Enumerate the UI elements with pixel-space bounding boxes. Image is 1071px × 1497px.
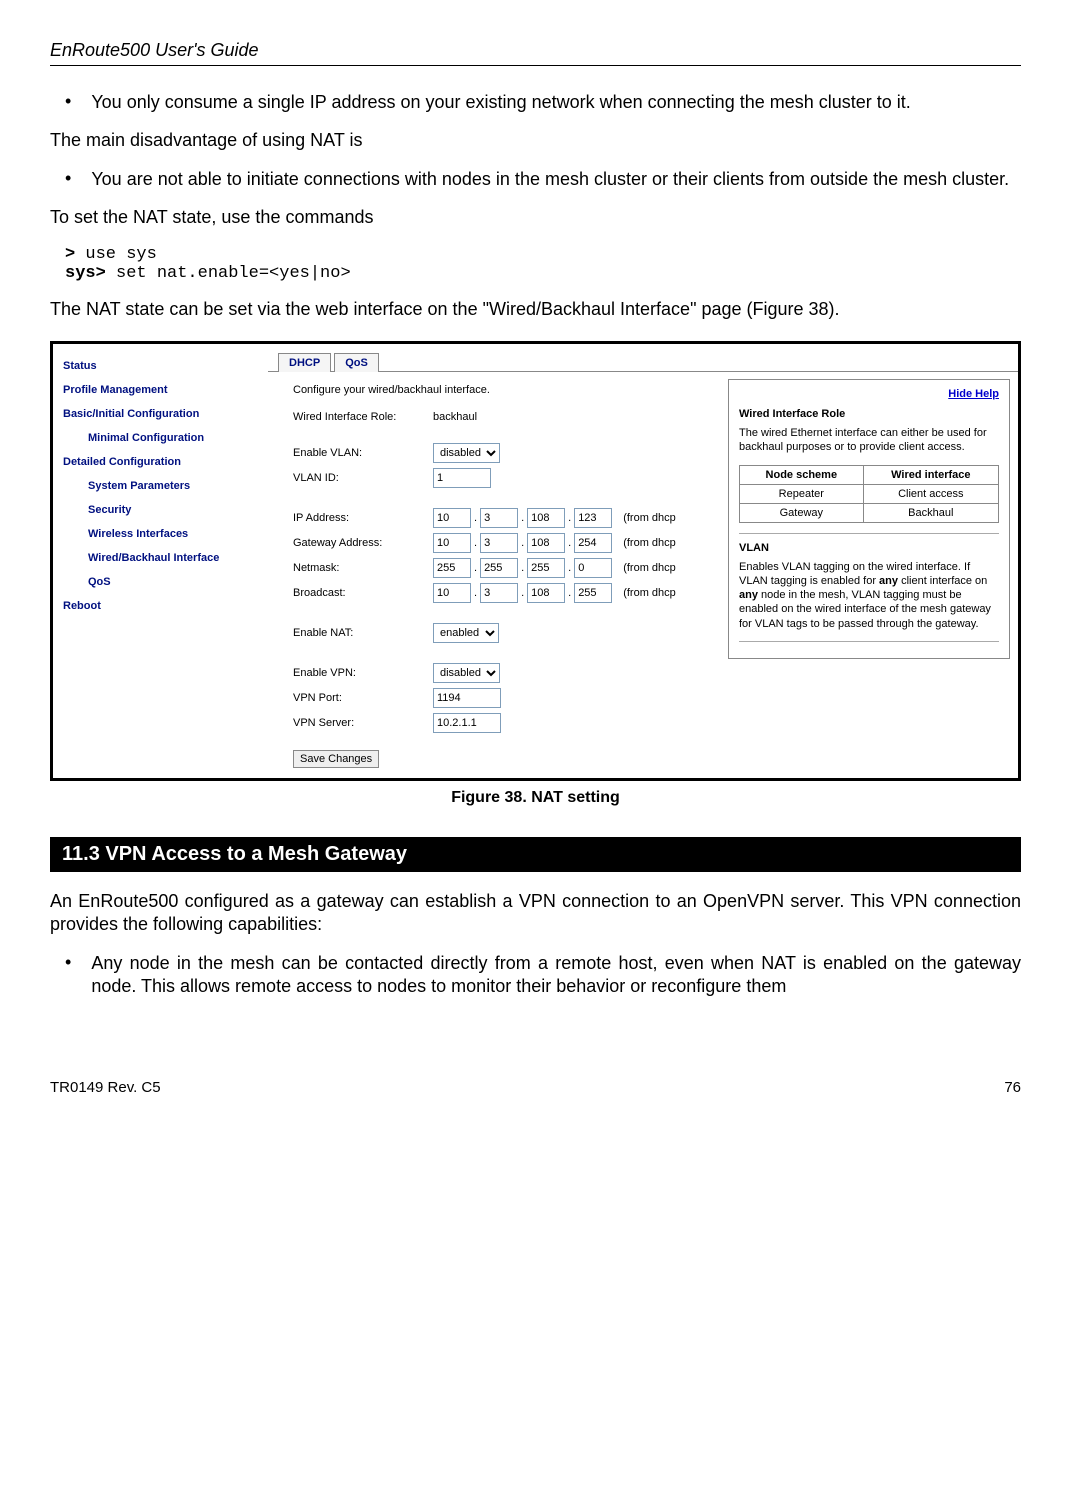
vlan-label: Enable VLAN: <box>293 447 433 459</box>
nm-octet-3[interactable] <box>527 558 565 578</box>
cmd-prompt: sys> <box>65 264 106 283</box>
nm-octet-4[interactable] <box>574 558 612 578</box>
figure-caption: Figure 38. NAT setting <box>50 789 1021 807</box>
tab-qos[interactable]: QoS <box>334 353 379 372</box>
help-th: Node scheme <box>740 465 864 484</box>
nm-label: Netmask: <box>293 562 433 574</box>
bullet-text: You only consume a single IP address on … <box>91 91 910 114</box>
cmd-text: use sys <box>75 245 157 264</box>
help-divider <box>739 533 999 534</box>
gw-octet-1[interactable] <box>433 533 471 553</box>
help-table: Node schemeWired interface RepeaterClien… <box>739 465 999 523</box>
bullet-mark: • <box>65 952 71 999</box>
sidebar-item-reboot[interactable]: Reboot <box>53 594 268 618</box>
bullet-text: You are not able to initiate connections… <box>91 168 1009 191</box>
bc-octet-1[interactable] <box>433 583 471 603</box>
bullet-text: Any node in the mesh can be contacted di… <box>91 952 1021 999</box>
vpnserver-label: VPN Server: <box>293 717 433 729</box>
vlanid-input[interactable] <box>433 468 491 488</box>
paragraph: The NAT state can be set via the web int… <box>50 298 1021 321</box>
section-header: 11.3 VPN Access to a Mesh Gateway <box>50 837 1021 872</box>
sidebar-item-wireless[interactable]: Wireless Interfaces <box>53 522 268 546</box>
dhcp-note: (from dhcp <box>623 562 676 574</box>
help-td: Repeater <box>740 484 864 503</box>
paragraph: An EnRoute500 configured as a gateway ca… <box>50 890 1021 937</box>
bullet-mark: • <box>65 91 71 114</box>
help-text: Enables VLAN tagging on the wired interf… <box>739 560 999 631</box>
role-label: Wired Interface Role: <box>293 411 433 423</box>
sidebar-item-security[interactable]: Security <box>53 498 268 522</box>
save-button[interactable]: Save Changes <box>293 750 379 768</box>
nav-sidebar: Status Profile Management Basic/Initial … <box>53 344 268 778</box>
vlan-select[interactable]: disabled <box>433 443 500 463</box>
ip-label: IP Address: <box>293 512 433 524</box>
sidebar-item-minimal[interactable]: Minimal Configuration <box>53 426 268 450</box>
sidebar-item-qos[interactable]: QoS <box>53 570 268 594</box>
ip-octet-1[interactable] <box>433 508 471 528</box>
help-panel: Hide Help Wired Interface Role The wired… <box>728 379 1010 659</box>
help-title: Wired Interface Role <box>739 408 999 420</box>
nm-octet-1[interactable] <box>433 558 471 578</box>
nat-select[interactable]: enabled <box>433 623 499 643</box>
role-value: backhaul <box>433 411 477 423</box>
cmd-text: set nat.enable=<yes|no> <box>106 264 351 283</box>
header-rule <box>50 65 1021 66</box>
dhcp-note: (from dhcp <box>623 587 676 599</box>
vpnserver-input[interactable] <box>433 713 501 733</box>
vpnport-label: VPN Port: <box>293 692 433 704</box>
main-panel: DHCP QoS Configure your wired/backhaul i… <box>268 344 1018 778</box>
sidebar-item-basic[interactable]: Basic/Initial Configuration <box>53 402 268 426</box>
dhcp-note: (from dhcp <box>623 512 676 524</box>
command-block: > use sys sys> set nat.enable=<yes|no> <box>65 245 1021 283</box>
sidebar-item-wired[interactable]: Wired/Backhaul Interface <box>53 546 268 570</box>
cmd-prompt: > <box>65 245 75 264</box>
paragraph: To set the NAT state, use the commands <box>50 206 1021 229</box>
help-th: Wired interface <box>863 465 998 484</box>
bc-octet-3[interactable] <box>527 583 565 603</box>
ip-octet-4[interactable] <box>574 508 612 528</box>
nm-octet-2[interactable] <box>480 558 518 578</box>
screenshot-figure: Status Profile Management Basic/Initial … <box>50 341 1021 781</box>
tab-dhcp[interactable]: DHCP <box>278 353 331 372</box>
bc-label: Broadcast: <box>293 587 433 599</box>
vpn-label: Enable VPN: <box>293 667 433 679</box>
gw-octet-2[interactable] <box>480 533 518 553</box>
vpn-select[interactable]: disabled <box>433 663 500 683</box>
help-title: VLAN <box>739 542 999 554</box>
vpnport-input[interactable] <box>433 688 501 708</box>
sidebar-item-detailed[interactable]: Detailed Configuration <box>53 450 268 474</box>
help-td: Backhaul <box>863 503 998 522</box>
hide-help-link[interactable]: Hide Help <box>739 388 999 400</box>
gw-octet-4[interactable] <box>574 533 612 553</box>
ip-octet-3[interactable] <box>527 508 565 528</box>
nat-label: Enable NAT: <box>293 627 433 639</box>
help-divider <box>739 641 999 642</box>
help-td: Gateway <box>740 503 864 522</box>
bullet-mark: • <box>65 168 71 191</box>
paragraph: The main disadvantage of using NAT is <box>50 129 1021 152</box>
bc-octet-2[interactable] <box>480 583 518 603</box>
help-td: Client access <box>863 484 998 503</box>
vlanid-label: VLAN ID: <box>293 472 433 484</box>
gw-label: Gateway Address: <box>293 537 433 549</box>
sidebar-item-sysparams[interactable]: System Parameters <box>53 474 268 498</box>
bc-octet-4[interactable] <box>574 583 612 603</box>
tabs-row: DHCP QoS <box>268 352 1018 372</box>
sidebar-item-profile[interactable]: Profile Management <box>53 378 268 402</box>
footer-right: 76 <box>1004 1079 1021 1096</box>
gw-octet-3[interactable] <box>527 533 565 553</box>
page-footer: TR0149 Rev. C5 76 <box>50 1079 1021 1096</box>
sidebar-item-status[interactable]: Status <box>53 354 268 378</box>
footer-left: TR0149 Rev. C5 <box>50 1079 161 1096</box>
dhcp-note: (from dhcp <box>623 537 676 549</box>
help-text: The wired Ethernet interface can either … <box>739 426 999 455</box>
ip-octet-2[interactable] <box>480 508 518 528</box>
doc-header-title: EnRoute500 User's Guide <box>50 40 1021 61</box>
